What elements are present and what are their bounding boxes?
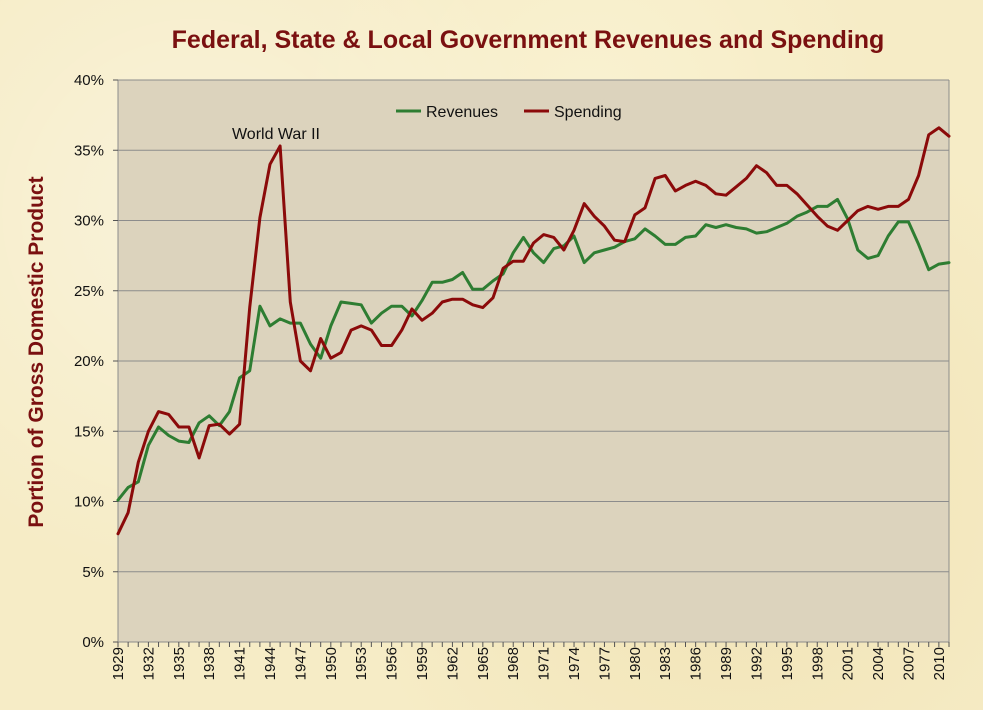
x-axis-ticks: 1929 1932 1935 1938 1941 1944 1947 1950 1953 1956… (110, 642, 950, 680)
x-tick-label: 1956 (384, 647, 401, 680)
x-tick-label: 1992 (748, 647, 765, 680)
x-tick-label: 1950 (323, 647, 340, 680)
x-tick-label: 1935 (171, 647, 188, 680)
series-line-spending (116, 126, 951, 536)
legend-label-revenues: Revenues (426, 104, 498, 121)
x-tick-label: 2010 (931, 647, 948, 680)
x-tick-label: 1986 (688, 647, 705, 680)
x-tick-label: 1932 (140, 647, 157, 680)
x-tick-label: 1959 (414, 647, 431, 680)
x-tick-label: 1962 (444, 647, 461, 680)
y-tick-label: 40% (74, 72, 104, 89)
y-tick-label: 15% (74, 423, 104, 440)
x-tick-label: 1944 (262, 647, 279, 680)
y-tick-label: 30% (74, 213, 104, 230)
y-tick-label: 25% (74, 283, 104, 300)
x-tick-label: 1977 (596, 647, 613, 680)
x-tick-label: 1929 (110, 647, 127, 680)
y-tick-label: 35% (74, 142, 104, 159)
annotation-world-war-ii: World War II (232, 126, 320, 143)
series-lines (116, 126, 951, 536)
y-axis-label: Portion of Gross Domestic Product (25, 176, 48, 527)
legend: Revenues Spending (396, 104, 622, 121)
y-tick-label: 0% (82, 634, 104, 651)
y-tick-label: 5% (82, 564, 104, 581)
x-tick-label: 1968 (505, 647, 522, 680)
x-tick-label: 1974 (566, 647, 583, 680)
x-tick-label: 1947 (292, 647, 309, 680)
x-tick-label: 1998 (809, 647, 826, 680)
y-tick-label: 10% (74, 494, 104, 511)
x-tick-label: 1953 (353, 647, 370, 680)
x-tick-label: 1938 (201, 647, 218, 680)
x-tick-label: 2001 (840, 647, 857, 680)
y-axis-ticks: 0% 5% 10% 15% 20% 25% 30% 35% 40% (74, 72, 118, 651)
x-tick-label: 1989 (718, 647, 735, 680)
x-tick-label: 1983 (657, 647, 674, 680)
chart-title: Federal, State & Local Government Revenu… (172, 26, 885, 54)
x-tick-label: 1995 (779, 647, 796, 680)
x-tick-label: 1971 (536, 647, 553, 680)
y-tick-label: 20% (74, 353, 104, 370)
x-tick-label: 2007 (900, 647, 917, 680)
x-tick-label: 1980 (627, 647, 644, 680)
x-tick-label: 1941 (232, 647, 249, 680)
legend-label-spending: Spending (554, 104, 622, 121)
x-tick-label: 2004 (870, 647, 887, 680)
x-tick-label: 1965 (475, 647, 492, 680)
